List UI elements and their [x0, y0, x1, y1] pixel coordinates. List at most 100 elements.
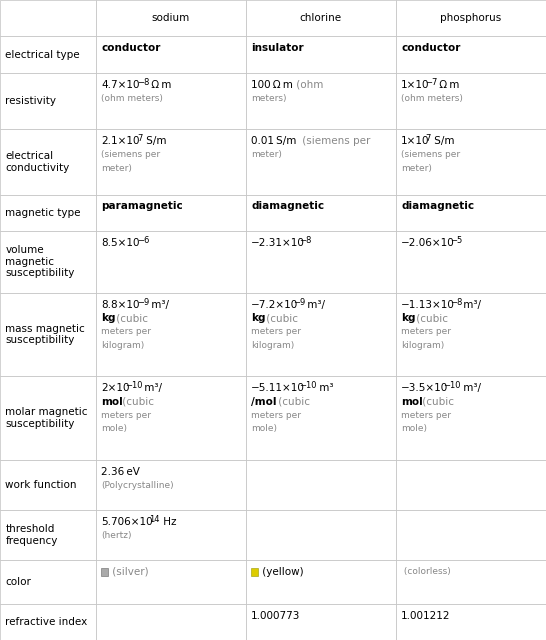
Text: Ω m: Ω m [148, 79, 171, 90]
Bar [246, 0, 396, 36]
Text: −5: −5 [450, 236, 462, 245]
Bar [396, 604, 546, 640]
Text: −10: −10 [125, 381, 143, 390]
Text: color: color [5, 577, 31, 587]
Text: meters): meters) [251, 93, 287, 102]
Text: −9: −9 [293, 298, 306, 307]
Text: −9: −9 [137, 298, 150, 307]
Text: (cubic: (cubic [413, 313, 448, 323]
Bar [396, 376, 546, 460]
Text: 1×10: 1×10 [401, 79, 430, 90]
Text: m³/: m³/ [460, 300, 482, 310]
Text: meters per: meters per [101, 411, 151, 420]
Bar [96, 231, 246, 292]
Bar [396, 460, 546, 510]
Text: 2.36 eV: 2.36 eV [101, 467, 140, 477]
Text: 0.01 S/m: 0.01 S/m [251, 136, 296, 146]
Bar [396, 292, 546, 376]
Bar [96, 604, 246, 640]
Bar [0, 510, 96, 560]
Text: (cubic: (cubic [419, 397, 454, 407]
Bar [96, 292, 246, 376]
Text: kg: kg [401, 313, 416, 323]
Bar [396, 195, 546, 231]
Text: Ω m: Ω m [436, 79, 460, 90]
Bar [96, 510, 246, 560]
Text: (cubic: (cubic [113, 313, 148, 323]
Text: kilogram): kilogram) [401, 340, 444, 349]
Text: diamagnetic: diamagnetic [401, 202, 474, 211]
Text: threshold
frequency: threshold frequency [5, 524, 58, 546]
Bar [246, 510, 396, 560]
Text: conductor: conductor [401, 44, 461, 53]
Bar [0, 460, 96, 510]
Text: /mol: /mol [251, 397, 277, 407]
Text: meter): meter) [251, 150, 282, 159]
Bar [96, 376, 246, 460]
Text: −8: −8 [300, 236, 312, 245]
Text: m³/: m³/ [460, 383, 481, 393]
Text: phosphorus: phosphorus [440, 13, 502, 23]
Text: (colorless): (colorless) [401, 568, 451, 577]
Bar [246, 195, 396, 231]
Text: kg: kg [101, 313, 116, 323]
Text: 7: 7 [425, 134, 431, 143]
Text: (silver): (silver) [109, 567, 149, 577]
Text: 7: 7 [137, 134, 143, 143]
Text: mole): mole) [101, 424, 127, 433]
Bar [396, 510, 546, 560]
Bar [96, 195, 246, 231]
Text: 1.001212: 1.001212 [401, 611, 451, 621]
Bar [0, 195, 96, 231]
Bar [101, 568, 108, 576]
Bar [396, 0, 546, 36]
Text: kilogram): kilogram) [101, 340, 144, 349]
Text: −2.06×10: −2.06×10 [401, 238, 455, 248]
Text: (cubic: (cubic [263, 313, 298, 323]
Text: −3.5×10: −3.5×10 [401, 383, 449, 393]
Bar [0, 36, 96, 73]
Bar [0, 231, 96, 292]
Bar [0, 0, 96, 36]
Text: mol: mol [401, 397, 423, 407]
Text: 8.5×10: 8.5×10 [101, 238, 140, 248]
Bar [0, 560, 96, 604]
Text: 4.7×10: 4.7×10 [101, 79, 140, 90]
Text: −6: −6 [137, 236, 150, 245]
Text: (ohm meters): (ohm meters) [401, 93, 463, 102]
Bar [0, 129, 96, 195]
Text: (siemens per: (siemens per [401, 150, 460, 159]
Text: (siemens per: (siemens per [300, 136, 371, 146]
Text: m³/: m³/ [141, 383, 162, 393]
Bar [96, 560, 246, 604]
Text: 2.1×10: 2.1×10 [101, 136, 140, 146]
Text: 2×10: 2×10 [101, 383, 129, 393]
Text: meters per: meters per [251, 411, 301, 420]
Text: −8: −8 [137, 77, 150, 86]
Text: work function: work function [5, 480, 77, 490]
Text: mol: mol [101, 397, 123, 407]
Text: kilogram): kilogram) [251, 340, 294, 349]
Text: 5.706×10: 5.706×10 [101, 517, 153, 527]
Text: −10: −10 [443, 381, 461, 390]
Bar [0, 73, 96, 129]
Bar [396, 560, 546, 604]
Text: volume
magnetic
susceptibility: volume magnetic susceptibility [5, 245, 75, 278]
Text: −2.31×10: −2.31×10 [251, 238, 305, 248]
Bar [246, 292, 396, 376]
Text: (ohm: (ohm [293, 79, 324, 90]
Text: m³: m³ [316, 383, 333, 393]
Text: sodium: sodium [151, 13, 190, 23]
Bar [396, 36, 546, 73]
Bar [96, 0, 246, 36]
Text: 8.8×10: 8.8×10 [101, 300, 140, 310]
Text: m³/: m³/ [304, 300, 325, 310]
Text: m³/: m³/ [148, 300, 169, 310]
Text: electrical type: electrical type [5, 49, 80, 60]
Text: meters per: meters per [251, 327, 301, 336]
Bar [251, 568, 258, 576]
Text: S/m: S/m [431, 136, 454, 146]
Text: meters per: meters per [401, 411, 452, 420]
Text: 100 Ω m: 100 Ω m [251, 79, 293, 90]
Text: −10: −10 [300, 381, 317, 390]
